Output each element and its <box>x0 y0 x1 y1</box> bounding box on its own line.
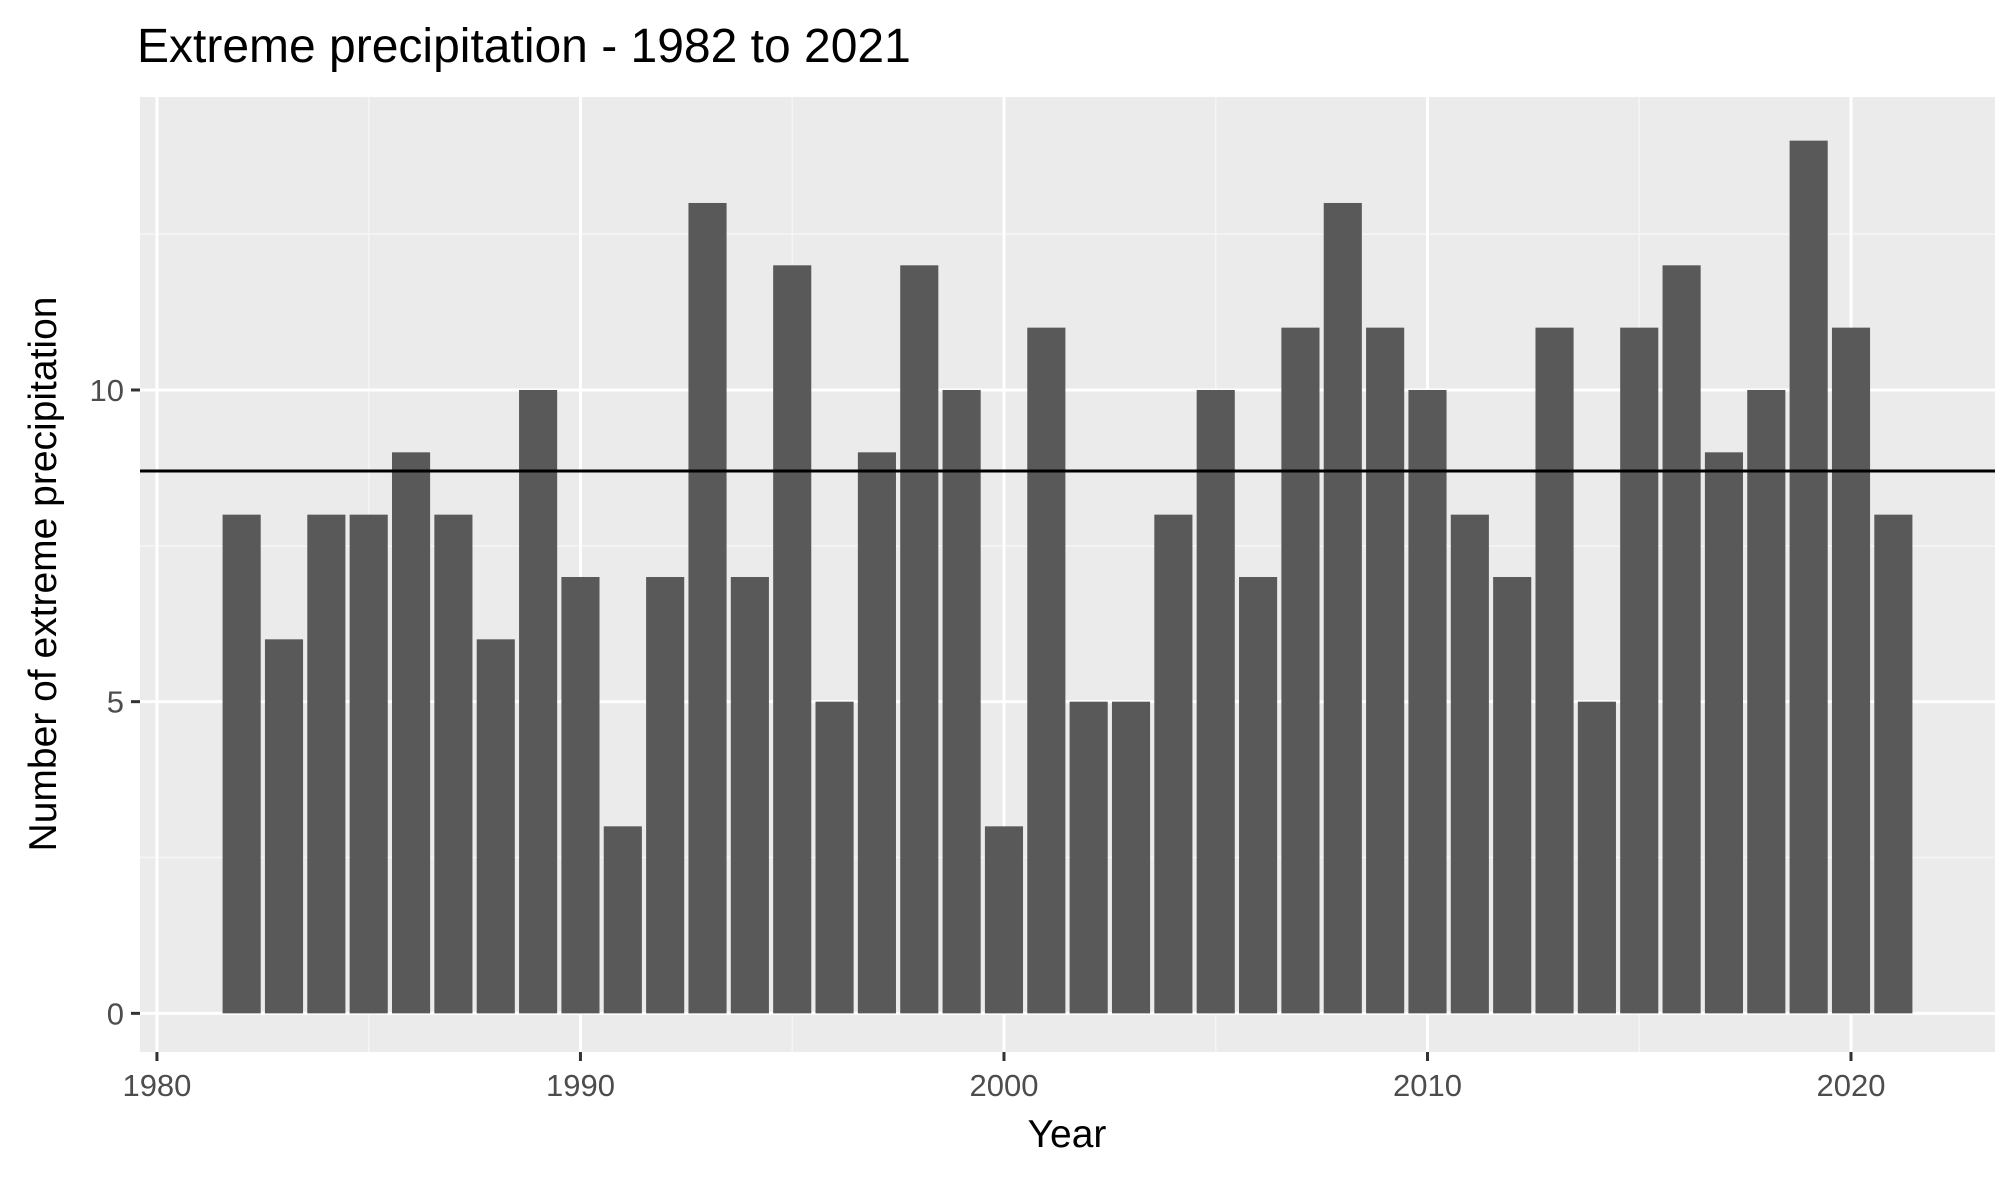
bar-1982 <box>222 514 261 1014</box>
y-tick-label: 0 <box>107 996 124 1031</box>
bar-1984 <box>307 514 346 1014</box>
bar-2017 <box>1704 452 1744 1014</box>
bar-1997 <box>857 452 896 1014</box>
x-tick-label: 2020 <box>1817 1068 1886 1103</box>
bar-2020 <box>1831 327 1871 1014</box>
y-axis-title: Number of extreme precipitation <box>22 297 65 852</box>
bar-2005 <box>1196 389 1235 1014</box>
bar-2021 <box>1874 514 1913 1014</box>
bar-2011 <box>1450 514 1489 1014</box>
bar-1998 <box>900 265 939 1014</box>
bar-2015 <box>1620 327 1659 1014</box>
x-tick-label: 1990 <box>546 1068 615 1103</box>
y-tick-label: 5 <box>107 685 124 720</box>
bar-2008 <box>1323 202 1362 1014</box>
bar-1985 <box>349 514 388 1014</box>
y-axis: 0 5 10 <box>90 373 140 1031</box>
bar-2002 <box>1069 701 1108 1014</box>
bar-2006 <box>1239 576 1278 1014</box>
bar-2000 <box>984 826 1024 1014</box>
bar-1987 <box>434 514 473 1014</box>
x-tick-label: 1980 <box>122 1068 191 1103</box>
bar-1989 <box>519 389 558 1014</box>
bar-2019 <box>1789 140 1828 1014</box>
x-tick-label: 2010 <box>1393 1068 1462 1103</box>
bars <box>222 140 1913 1014</box>
bar-1991 <box>603 826 642 1014</box>
bar-2009 <box>1366 327 1405 1014</box>
bar-1999 <box>942 389 981 1014</box>
bar-1996 <box>815 701 854 1014</box>
bar-2012 <box>1493 576 1532 1014</box>
chart-title: Extreme precipitation - 1982 to 2021 <box>137 20 911 73</box>
bar-1994 <box>730 576 769 1014</box>
bar-2003 <box>1111 701 1151 1014</box>
bar-1988 <box>476 639 515 1014</box>
x-axis-title: Year <box>1028 1113 1107 1156</box>
bar-2013 <box>1535 327 1574 1014</box>
y-tick-label: 10 <box>90 373 124 408</box>
bar-1986 <box>391 452 431 1014</box>
x-axis: 1980 1990 2000 2010 2020 <box>122 1052 1885 1103</box>
bar-2010 <box>1408 389 1447 1014</box>
bar-1993 <box>688 202 727 1014</box>
bar-2014 <box>1577 701 1616 1014</box>
bar-2001 <box>1027 327 1066 1014</box>
bar-2018 <box>1747 389 1786 1014</box>
bar-1990 <box>561 576 600 1014</box>
bar-2016 <box>1662 265 1701 1014</box>
x-tick-label: 2000 <box>969 1068 1038 1103</box>
bar-1995 <box>773 265 812 1014</box>
bar-1983 <box>264 639 304 1014</box>
bar-2004 <box>1154 514 1193 1014</box>
bar-1992 <box>646 576 685 1014</box>
bar-2007 <box>1281 327 1320 1014</box>
